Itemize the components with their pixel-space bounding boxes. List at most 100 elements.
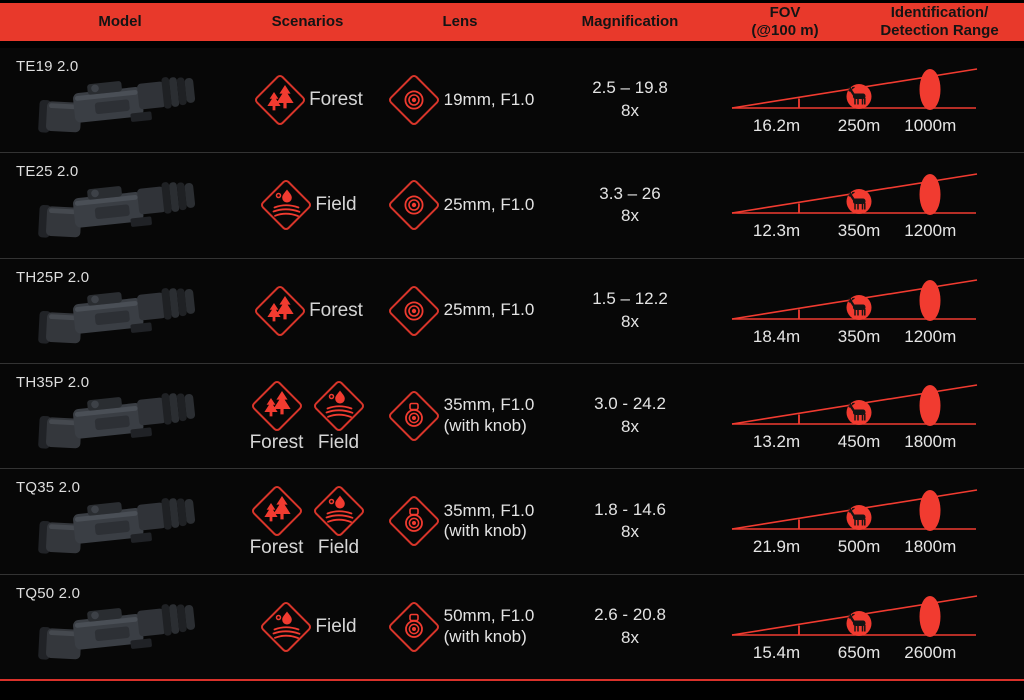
model-cell: TH35P 2.0 [0, 364, 240, 468]
scope-product-image [34, 284, 198, 347]
scope-product-image [34, 179, 198, 242]
identification-value: 350m [837, 221, 881, 241]
fov-wedge-diagram [730, 67, 979, 112]
lens-cell: 19mm, F1.0 [375, 48, 545, 152]
fov-wedge-diagram [730, 383, 979, 428]
lens-with-knob-icon [386, 599, 442, 655]
model-cell: TE25 2.0 [0, 153, 240, 257]
scenario-item: Forest [249, 378, 305, 454]
lens-cell: 25mm, F1.0 [375, 153, 545, 257]
model-name: TH25P 2.0 [16, 268, 90, 286]
lens-spec: 35mm, F1.0 (with knob) [444, 501, 535, 542]
magnification-cell: 1.5 – 12.2 8x [545, 259, 715, 363]
column-header-fov-line2: (@100 m) [751, 22, 819, 39]
fov-range-diagram: 15.4m 650m 2600m [729, 591, 979, 663]
magnification-range: 1.8 - 14.6 [594, 499, 666, 519]
fov-range-diagram: 18.4m 350m 1200m [729, 275, 979, 347]
magnification-zoom: 8x [621, 206, 639, 226]
scenario-label: Field [315, 194, 357, 216]
column-header-fov: FOV (@100 m) [715, 4, 855, 39]
scenarios-cell: Forest [240, 48, 375, 152]
magnification-range: 3.0 - 24.2 [594, 394, 666, 414]
model-cell: TQ50 2.0 [0, 575, 240, 679]
magnification-zoom: 8x [621, 101, 639, 121]
magnification-cell: 1.8 - 14.6 8x [545, 469, 715, 573]
lens-spec: 35mm, F1.0 (with knob) [444, 395, 535, 436]
forest-icon [249, 483, 305, 539]
lens-spec: 25mm, F1.0 [443, 195, 535, 215]
model-cell: TE19 2.0 [0, 48, 240, 152]
scenarios-cell: Forest Field [240, 469, 375, 573]
column-header-range: Identification/ Detection Range [855, 4, 1024, 39]
scope-product-image [34, 600, 198, 663]
scenario-item: Field [311, 483, 367, 559]
field-icon [258, 599, 314, 655]
model-name: TE25 2.0 [16, 163, 79, 181]
table-row: TH25P 2.0 Forest 25mm, F1.0 1.5 – 12.2 8… [0, 257, 1024, 363]
lens-cell: 35mm, F1.0 (with knob) [375, 469, 545, 573]
table-row: TE19 2.0 Forest 19mm, F1.0 2.5 – 19.8 8x… [0, 48, 1024, 152]
table-body: TE19 2.0 Forest 19mm, F1.0 2.5 – 19.8 8x… [0, 48, 1024, 679]
fov-value: 16.2m [752, 116, 801, 136]
detection-value: 1200m [904, 326, 957, 346]
table-header: Model Scenarios Lens Magnification FOV (… [0, 0, 1024, 48]
magnification-zoom: 8x [621, 311, 639, 331]
lens-spec-line1: 35mm, F1.0 [443, 500, 535, 520]
fov-value: 18.4m [752, 326, 801, 346]
magnification-zoom: 8x [621, 522, 639, 542]
magnification-zoom: 8x [621, 417, 639, 437]
lens-with-knob-icon [386, 493, 442, 549]
magnification-range: 3.3 – 26 [599, 183, 661, 203]
fov-range-diagram: 16.2m 250m 1000m [729, 64, 979, 136]
fov-value: 21.9m [752, 537, 801, 557]
lens-cell: 35mm, F1.0 (with knob) [375, 364, 545, 468]
fov-wedge-diagram [730, 278, 979, 323]
fov-range-labels: 16.2m 250m 1000m [729, 114, 979, 136]
identification-value: 250m [837, 116, 881, 136]
forest-icon [252, 72, 308, 128]
lens-spec-line1: 50mm, F1.0 [443, 606, 535, 626]
scenarios-cell: Field [240, 153, 375, 257]
magnification-cell: 3.0 - 24.2 8x [545, 364, 715, 468]
lens-spec-line1: 35mm, F1.0 [443, 395, 535, 415]
lens-with-knob-icon [386, 388, 442, 444]
fov-range-diagram: 13.2m 450m 1800m [729, 380, 979, 452]
magnification-range: 2.5 – 19.8 [592, 78, 668, 98]
model-cell: TQ35 2.0 [0, 469, 240, 573]
magnification-range: 2.6 - 20.8 [594, 604, 666, 624]
fov-value: 15.4m [752, 642, 801, 662]
table-header-band: Model Scenarios Lens Magnification FOV (… [0, 3, 1024, 41]
magnification-zoom: 8x [621, 627, 639, 647]
detection-value: 1200m [904, 221, 957, 241]
scenario-item: Field [311, 378, 367, 454]
detection-value: 2600m [904, 642, 957, 662]
forest-icon [249, 378, 305, 434]
lens-spec-line2: (with knob) [443, 416, 527, 436]
scenario-label: Forest [249, 537, 304, 559]
model-name: TH35P 2.0 [16, 373, 90, 391]
model-name: TQ50 2.0 [16, 584, 81, 602]
lens-icon [386, 283, 442, 339]
column-header-range-line2: Detection Range [880, 22, 999, 39]
identification-value: 500m [837, 537, 881, 557]
detection-value: 1800m [904, 432, 957, 452]
lens-cell: 50mm, F1.0 (with knob) [375, 575, 545, 679]
fov-value: 12.3m [752, 221, 801, 241]
lens-icon [386, 177, 442, 233]
bottom-divider [0, 679, 1024, 681]
scope-product-image [34, 495, 198, 558]
fov-range-cell: 18.4m 350m 1200m [715, 259, 1024, 363]
lens-spec: 19mm, F1.0 [443, 89, 535, 109]
column-header-lens: Lens [442, 13, 478, 31]
fov-value: 13.2m [752, 432, 801, 452]
identification-value: 650m [837, 642, 881, 662]
column-header-magnification: Magnification [581, 13, 679, 31]
fov-range-labels: 15.4m 650m 2600m [729, 641, 979, 663]
fov-wedge-diagram [730, 173, 979, 217]
fov-range-labels: 21.9m 500m 1800m [729, 535, 979, 557]
identification-value: 450m [837, 432, 881, 452]
fov-range-cell: 15.4m 650m 2600m [715, 575, 1024, 679]
column-header-fov-line1: FOV [769, 4, 801, 22]
lens-spec-line2: (with knob) [443, 626, 527, 646]
